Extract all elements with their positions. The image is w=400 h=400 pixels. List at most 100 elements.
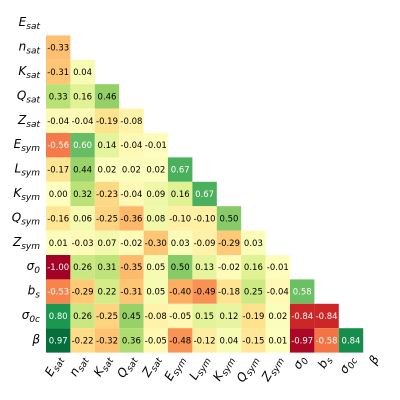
cell-value: 0.02 — [122, 166, 141, 176]
cell-value: 0.67 — [171, 166, 190, 176]
cell-value: 0.46 — [98, 92, 117, 102]
cell-value: 0.97 — [49, 336, 68, 346]
cell-value: 0.36 — [122, 336, 141, 346]
heatmap-cell — [46, 84, 71, 109]
cell-value: -0.97 — [291, 336, 313, 346]
label-subscript: s — [325, 356, 336, 365]
heatmap-cell — [241, 279, 266, 304]
heatmap-cell — [192, 255, 217, 280]
label-symbol: σ — [22, 308, 30, 322]
heatmap-cell — [119, 255, 144, 280]
cell-value: 0.01 — [49, 239, 68, 249]
axis-label: Qsym — [234, 353, 263, 386]
axis-label: Zsat — [17, 113, 40, 130]
heatmap-cell — [192, 279, 217, 304]
heatmap-cell — [143, 206, 168, 231]
heatmap-cell — [94, 157, 120, 182]
heatmap-cell — [46, 35, 71, 60]
axis-label: Esym — [161, 353, 189, 385]
cell-value: -0.08 — [145, 312, 167, 322]
cell-value: -0.48 — [169, 336, 191, 346]
cell-value: 0.22 — [98, 288, 117, 298]
label-symbol: Q — [12, 210, 21, 224]
heatmap-cell — [168, 255, 193, 280]
cell-value: -0.31 — [120, 288, 142, 298]
heatmap-cell — [46, 133, 71, 158]
heatmap-cell — [168, 328, 193, 353]
axis-label: σ0 — [290, 353, 312, 373]
label-symbol: K — [18, 64, 27, 78]
heatmap-cell — [168, 230, 193, 255]
heatmap-cell — [46, 279, 71, 304]
axis-label: σ0c — [22, 308, 40, 325]
label-subscript: sym — [21, 217, 40, 227]
cell-value: -0.03 — [72, 239, 94, 249]
heatmap-cell — [241, 328, 266, 353]
cell-value: -0.35 — [120, 263, 142, 273]
cell-value: 0.58 — [293, 288, 312, 298]
axis-label: Esat — [42, 353, 68, 380]
label-symbol: Z — [12, 235, 22, 249]
heatmap-cell — [192, 181, 217, 207]
cell-value: -0.18 — [218, 288, 240, 298]
label-subscript: sym — [21, 144, 40, 154]
cell-value: 0.84 — [342, 336, 361, 346]
cell-value: -0.16 — [47, 214, 69, 224]
heatmap-cell — [290, 303, 315, 329]
label-symbol: β — [366, 353, 383, 368]
axis-label: bs — [28, 284, 41, 301]
heatmap-cell — [192, 303, 217, 329]
cell-value: 0.06 — [73, 214, 92, 224]
cell-value: -0.84 — [316, 312, 338, 322]
heatmap-cell — [119, 230, 144, 255]
cell-value: 0.02 — [146, 166, 165, 176]
cell-value: 0.32 — [73, 190, 92, 200]
axis-label: Zsym — [12, 235, 40, 252]
cell-value: -0.15 — [242, 336, 264, 346]
cell-value: -0.05 — [145, 336, 167, 346]
cell-value: -0.58 — [316, 336, 338, 346]
cell-value: -0.04 — [120, 190, 142, 200]
cell-value: -0.25 — [96, 312, 118, 322]
heatmap-cell — [265, 279, 290, 304]
heatmap-cell — [168, 206, 193, 231]
axis-label: Ksym — [210, 353, 238, 385]
heatmap-cell — [70, 59, 95, 85]
heatmap-cell — [216, 230, 242, 255]
axis-label: Zsat — [139, 353, 165, 382]
heatmap-cell — [265, 303, 290, 329]
cell-value: -0.02 — [218, 263, 240, 273]
cell-value: -0.25 — [96, 214, 118, 224]
heatmap-cell — [46, 59, 71, 85]
cell-value: -0.12 — [194, 336, 216, 346]
cell-value: -1.00 — [47, 263, 69, 273]
cell-value: 0.50 — [220, 214, 239, 224]
cell-value: -0.09 — [194, 239, 216, 249]
heatmap-cell — [70, 108, 95, 133]
label-subscript: s — [35, 291, 40, 301]
cell-value: -0.33 — [47, 44, 69, 54]
label-subscript: 0 — [34, 266, 40, 276]
heatmap-cell — [70, 279, 95, 304]
label-subscript: sym — [21, 193, 40, 203]
heatmap-cell — [290, 279, 315, 304]
cell-value: 0.07 — [98, 239, 117, 249]
cell-value: -0.36 — [120, 214, 142, 224]
axis-label: Qsat — [114, 353, 141, 382]
cell-value: -0.53 — [47, 288, 69, 298]
cell-value: -0.23 — [96, 190, 118, 200]
cell-value: -0.29 — [72, 288, 94, 298]
heatmap-cell — [94, 328, 120, 353]
heatmap-cell — [46, 206, 71, 231]
heatmap-cell — [119, 157, 144, 182]
heatmap-cell — [143, 255, 168, 280]
axis-label: β — [31, 332, 40, 346]
axis-label: Zsym — [258, 353, 287, 386]
cell-value: 0.67 — [195, 190, 214, 200]
cell-value: -0.29 — [218, 239, 240, 249]
heatmap-cell — [168, 279, 193, 304]
cell-value: -0.19 — [242, 312, 264, 322]
cell-value: 0.03 — [171, 239, 190, 249]
label-subscript: sat — [26, 47, 40, 57]
